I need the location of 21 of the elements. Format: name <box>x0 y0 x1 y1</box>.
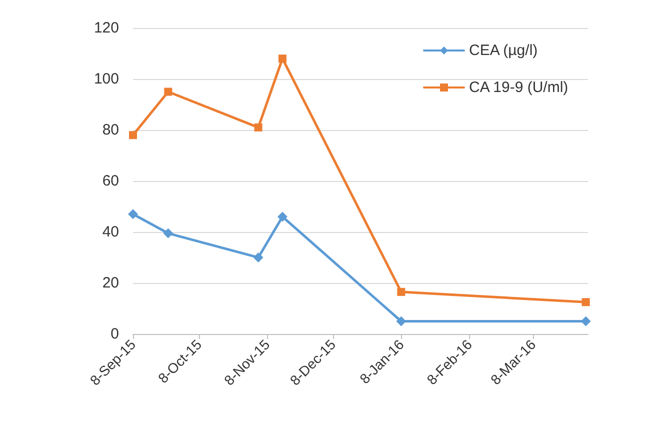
y-tick-label: 120 <box>94 20 119 36</box>
legend-label: CA 19-9 (U/ml) <box>468 79 568 96</box>
point <box>396 316 406 326</box>
y-tick-label: 0 <box>110 326 119 342</box>
y-tick-label: 80 <box>102 122 119 138</box>
point <box>397 288 406 296</box>
point <box>163 228 174 238</box>
point <box>278 54 286 63</box>
y-tick-label: 60 <box>102 172 119 190</box>
y-tick-label: 20 <box>102 274 119 292</box>
point <box>253 252 264 262</box>
point <box>277 212 288 222</box>
y-tick-label: 100 <box>94 70 119 88</box>
y-tick-label: 40 <box>102 224 119 240</box>
point <box>254 123 262 132</box>
legend-label: CEA (µg/l) <box>468 42 538 59</box>
point <box>128 209 138 220</box>
point <box>582 298 590 306</box>
point <box>129 131 137 140</box>
point <box>580 316 591 326</box>
point <box>164 88 172 96</box>
